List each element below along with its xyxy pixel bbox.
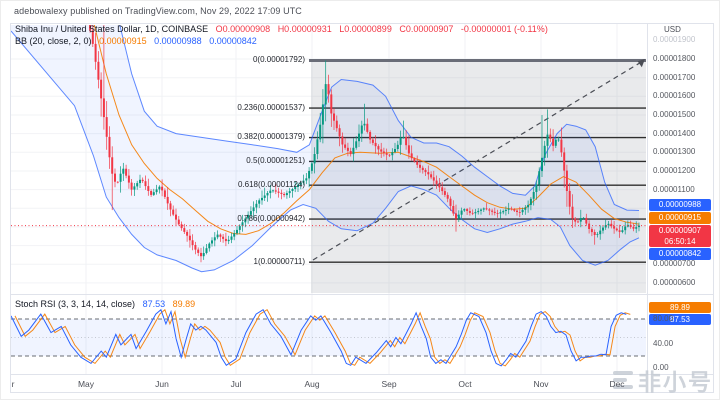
fib-retracement: [309, 58, 646, 263]
price-tag-last: 0.00000907 06:50:14: [649, 225, 711, 247]
stoch-label: Stoch RSI (3, 3, 14, 14, close): [15, 299, 136, 309]
price-tag-bb-lower: 0.00000842: [649, 248, 711, 260]
date-range-highlight-box: [311, 60, 646, 294]
fib-level-label: 0(0.00001792): [252, 54, 305, 64]
price-tick-label: 0.00001300: [653, 147, 696, 157]
pane-frame: [10, 23, 714, 393]
grid: [11, 24, 646, 374]
bb-basis-value: 0.00000915: [99, 36, 147, 46]
symbol-legend-row[interactable]: Shiba Inu / United States Dollar, 1D, CO…: [15, 24, 553, 34]
price-tick-label: 0.00001600: [653, 91, 696, 101]
price-tag-bb-basis: 0.00000915: [649, 212, 711, 224]
ohlc-high: H0.00000931: [277, 24, 332, 34]
stoch-tick-label: 0.00: [653, 363, 669, 373]
stoch-legend-row[interactable]: Stoch RSI (3, 3, 14, 14, close) 87.53 89…: [15, 299, 200, 309]
month-label: Jul: [230, 379, 242, 389]
bb-lower-value: 0.00000842: [209, 36, 257, 46]
feixiaohao-logo-icon: [613, 371, 633, 389]
month-label-partial: r: [11, 379, 15, 389]
trend-line[interactable]: [312, 60, 644, 261]
stoch-tag-k: 87.53: [649, 314, 711, 325]
bb-upper-value: 0.00000988: [154, 36, 202, 46]
ohlc-change: -0.00000001 (-0.11%): [460, 24, 548, 34]
last-price-value: 0.00000907: [658, 226, 702, 235]
bb-label: BB (20, close, 2, 0): [15, 36, 92, 46]
month-label: Sep: [381, 379, 397, 389]
month-label: Nov: [533, 379, 549, 389]
watermark: 非小号: [613, 363, 713, 397]
fib-level-label: 0.5(0.00001251): [246, 155, 305, 165]
stoch-tag-d: 89.89: [649, 302, 711, 313]
attribution-text: adebowalexy published on TradingView.com…: [14, 6, 302, 16]
price-tick-label: 0.00000600: [653, 277, 696, 287]
stoch-d-line: [14, 308, 631, 367]
stoch-d-value: 89.89: [172, 299, 196, 309]
month-label: Aug: [304, 379, 320, 389]
month-label: Dec: [609, 379, 625, 389]
month-label: May: [77, 379, 95, 389]
ohlc-low: L0.00000899: [339, 24, 392, 34]
ohlc-open: O0.00000908: [215, 24, 271, 34]
stoch-k-value: 87.53: [142, 299, 166, 309]
fib-level-label: 0.236(0.00001537): [237, 102, 305, 112]
bar-countdown: 06:50:14: [664, 237, 696, 246]
stoch-k-line: [11, 308, 627, 367]
price-tick-label: 0.00001200: [653, 165, 696, 175]
symbol-title: Shiba Inu / United States Dollar, 1D, CO…: [15, 24, 209, 34]
stoch-rsi-pane: [11, 308, 646, 367]
month-label: Oct: [458, 379, 472, 389]
price-tick-label: 0.00001800: [653, 54, 696, 63]
price-tick-label: 0.00001100: [653, 184, 695, 194]
fib-level-label: 0.618(0.00001124): [237, 179, 305, 189]
trend-line-arrowhead: [637, 59, 645, 68]
bb-legend-row[interactable]: BB (20, close, 2, 0) 0.00000915 0.000009…: [15, 36, 262, 46]
stoch-tick-label: 40.00: [653, 338, 674, 348]
currency-label: USD: [664, 25, 681, 34]
price-tick-label: 0.00001400: [653, 128, 696, 138]
fib-level-label: 0.382(0.00001379): [237, 132, 305, 142]
price-tick-label: 0.00001700: [653, 72, 696, 82]
fib-level-label: 0.786(0.00000942): [237, 213, 305, 223]
price-tick-muted: 0.00001900: [653, 35, 696, 44]
fib-level-label: 1(0.00000711): [253, 256, 305, 266]
price-tick-label: 0.00000700: [653, 259, 696, 269]
candlestick-series: [89, 25, 640, 263]
watermark-text: 非小号: [638, 370, 713, 396]
ohlc-close: C0.00000907: [399, 24, 454, 34]
price-tag-bb-upper: 0.00000988: [649, 199, 711, 211]
stoch-tick-label: 80.00: [653, 314, 674, 323]
price-tick-label: 0.00001500: [653, 109, 696, 119]
month-label: Jun: [155, 379, 169, 389]
